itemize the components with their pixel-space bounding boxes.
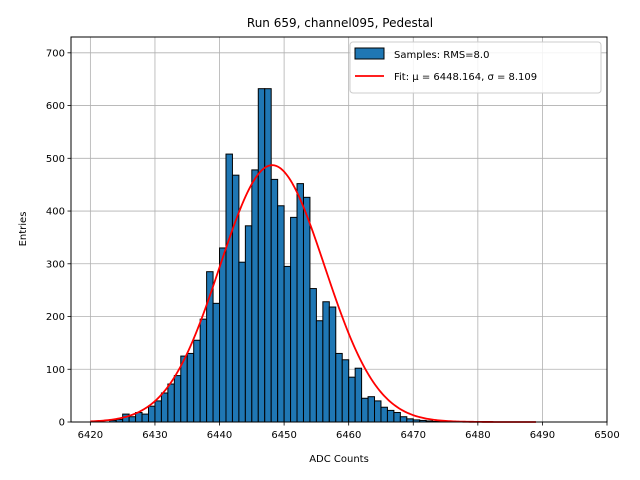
histogram-bar	[386, 409, 395, 423]
y-tick-label: 200	[46, 312, 65, 323]
histogram-bar	[173, 375, 182, 423]
legend-swatch-samples	[354, 47, 385, 60]
y-axis-label: Entries	[18, 212, 29, 247]
histogram-bar	[341, 359, 350, 423]
histogram-bar	[244, 225, 253, 423]
histogram-bars	[109, 88, 447, 423]
x-axis-ticks: 6420 6430 6440 6450 6460 6470 6480 6490 6500	[78, 422, 620, 441]
histogram-bar	[238, 261, 246, 423]
x-axis-label: ADC Counts	[309, 454, 369, 465]
histogram-bar	[335, 352, 343, 423]
chart-title: Run 659, channel095, Pedestal	[247, 16, 433, 30]
histogram-bar	[225, 153, 233, 423]
legend-label-fit: Fit: μ = 6448.164, σ = 8.109	[394, 72, 537, 83]
histogram-bar	[160, 392, 169, 423]
histogram-bar	[296, 183, 304, 423]
histogram-bar	[393, 412, 401, 423]
histogram-bar	[328, 306, 337, 423]
histogram-bar	[167, 383, 175, 423]
plot-frame	[70, 36, 608, 423]
x-tick-label: 6480	[465, 430, 490, 441]
histogram-bar	[399, 416, 408, 423]
x-tick-label: 6420	[78, 430, 103, 441]
histogram-bar	[251, 169, 259, 423]
x-tick-label: 6430	[142, 430, 167, 441]
histogram-bar	[186, 352, 195, 423]
histogram-bar	[128, 416, 137, 423]
y-tick-label: 600	[46, 101, 65, 112]
histogram-bar	[367, 396, 376, 423]
y-tick-label: 100	[46, 365, 65, 376]
y-tick-label: 300	[46, 259, 65, 270]
histogram-bar	[264, 88, 272, 423]
histogram-bar	[361, 397, 369, 423]
histogram-bar	[380, 406, 388, 423]
x-tick-label: 6450	[271, 430, 296, 441]
histogram-bar	[147, 405, 156, 423]
histogram-bar	[309, 288, 317, 423]
histogram-bar	[315, 320, 324, 423]
y-axis-ticks: 0 100 200 300 400 500 600 700	[46, 48, 71, 429]
histogram-bar	[141, 413, 149, 423]
histogram-bar	[348, 376, 356, 423]
x-tick-label: 6500	[594, 430, 619, 441]
x-tick-label: 6440	[207, 430, 232, 441]
y-tick-label: 700	[46, 48, 65, 59]
y-tick-label: 400	[46, 207, 65, 218]
histogram-bar	[290, 216, 298, 423]
histogram-bar	[154, 400, 162, 423]
histogram-bar	[199, 318, 208, 423]
legend-label-samples: Samples: RMS=8.0	[394, 50, 489, 61]
x-tick-label: 6460	[336, 430, 361, 441]
legend: Samples: RMS=8.0 Fit: μ = 6448.164, σ = …	[349, 41, 602, 94]
y-tick-label: 0	[59, 418, 65, 429]
histogram-bar	[257, 88, 266, 423]
histogram-bar	[374, 400, 382, 423]
histogram-bar	[322, 301, 330, 423]
histogram-bar	[193, 339, 201, 423]
x-tick-label: 6470	[401, 430, 426, 441]
histogram-bar	[219, 247, 227, 423]
histogram-bar	[302, 196, 311, 423]
legend-box	[349, 41, 602, 94]
histogram-bar	[270, 178, 279, 423]
histogram-bar	[354, 367, 363, 423]
y-tick-label: 500	[46, 154, 65, 165]
histogram-bar	[283, 265, 292, 423]
x-tick-label: 6490	[530, 430, 555, 441]
histogram-bar	[277, 205, 285, 423]
histogram-bar	[212, 302, 221, 423]
histogram-bar	[231, 174, 240, 423]
